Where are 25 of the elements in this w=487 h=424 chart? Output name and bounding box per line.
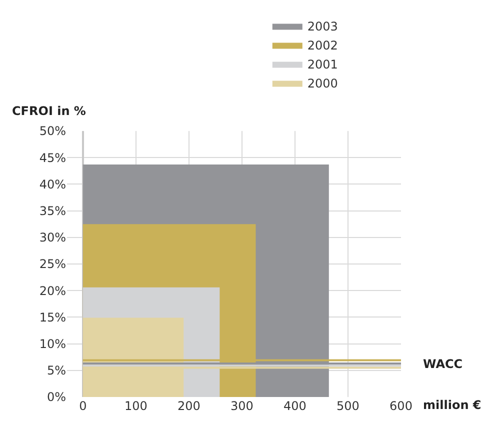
y-tick-label: 5%: [46, 364, 66, 378]
y-tick-label: 10%: [39, 337, 66, 351]
x-tick-label: 600: [390, 399, 412, 413]
y-tick-label: 15%: [39, 310, 66, 324]
legend-label: 2003: [307, 19, 338, 34]
x-axis-title: million €: [423, 398, 482, 412]
y-tick-label: 50%: [39, 124, 66, 138]
x-tick-label: 0: [79, 399, 87, 413]
x-tick-label: 200: [177, 399, 200, 413]
y-tick-label: 0%: [46, 390, 66, 404]
x-tick-label: 500: [336, 399, 360, 413]
x-tick-label: 400: [284, 399, 306, 413]
y-tick-label: 35%: [39, 204, 66, 218]
y-tick-label: 30%: [39, 230, 66, 245]
y-tick-label: 20%: [39, 284, 66, 298]
legend-label: 2000: [307, 76, 338, 90]
y-tick-label: 25%: [39, 257, 66, 272]
y-tick-label: 40%: [39, 177, 66, 192]
y-tick-label: 45%: [39, 150, 66, 165]
x-tick-label: 100: [124, 399, 148, 413]
legend-label: 2002: [307, 38, 338, 52]
legend-label: 2001: [307, 57, 338, 72]
ref-line-label: WACC: [423, 357, 463, 371]
y-axis-title: CFROI in %: [12, 104, 86, 118]
x-tick-label: 300: [230, 399, 254, 413]
